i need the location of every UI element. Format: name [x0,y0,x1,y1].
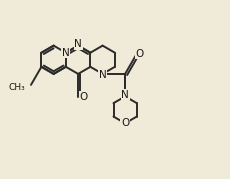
Text: O: O [121,118,129,128]
Text: N: N [99,70,106,80]
Text: O: O [135,49,144,59]
Text: N: N [62,48,70,58]
Text: CH₃: CH₃ [9,83,25,92]
Text: O: O [80,92,88,102]
Text: N: N [121,90,129,100]
Text: N: N [74,39,82,49]
